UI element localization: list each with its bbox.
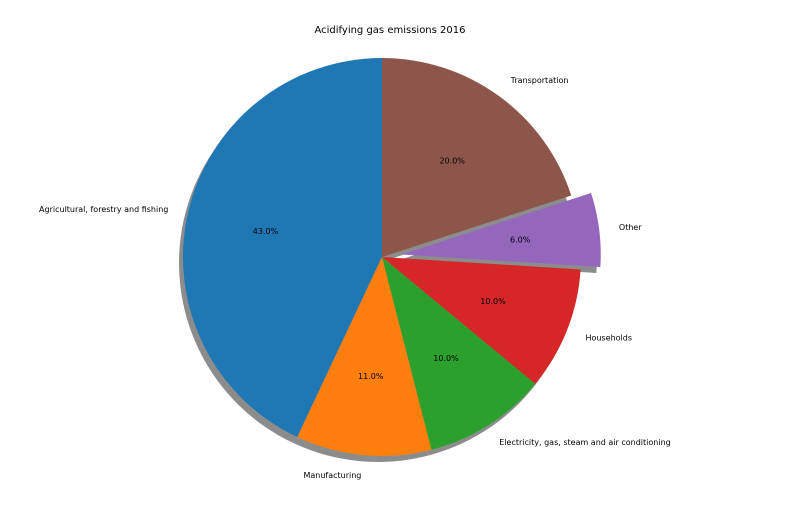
category-label-households: Households	[586, 334, 633, 343]
slice-electricity-gas-steam-and-air-conditioning	[382, 257, 536, 450]
pct-label-electricity-gas-steam-and-air-conditioning: 10.0%	[433, 354, 459, 363]
category-label-agricultural-forestry-and-fishing: Agricultural, forestry and fishing	[39, 205, 168, 214]
slice-transportation	[382, 58, 572, 257]
category-label-manufacturing: Manufacturing	[303, 471, 361, 480]
pct-label-households: 10.0%	[480, 297, 506, 306]
slice-manufacturing	[297, 257, 432, 456]
pct-label-manufacturing: 11.0%	[358, 372, 384, 381]
pct-label-transportation: 20.0%	[439, 156, 465, 165]
slice-households	[382, 257, 581, 384]
category-label-electricity-gas-steam-and-air-conditioning: Electricity, gas, steam and air conditio…	[499, 438, 670, 447]
pie-slices	[183, 58, 601, 456]
chart-title: Acidifying gas emissions 2016	[314, 25, 465, 36]
slice-agricultural-forestry-and-fishing	[183, 58, 382, 438]
pct-label-agricultural-forestry-and-fishing: 43.0%	[253, 227, 279, 236]
category-label-other: Other	[619, 223, 642, 232]
pct-label-other: 6.0%	[510, 236, 531, 245]
category-label-transportation: Transportation	[510, 76, 569, 85]
pie-labels: 43.0% Agricultural, forestry and fishing 1…	[39, 76, 671, 480]
slice-other	[401, 193, 601, 268]
